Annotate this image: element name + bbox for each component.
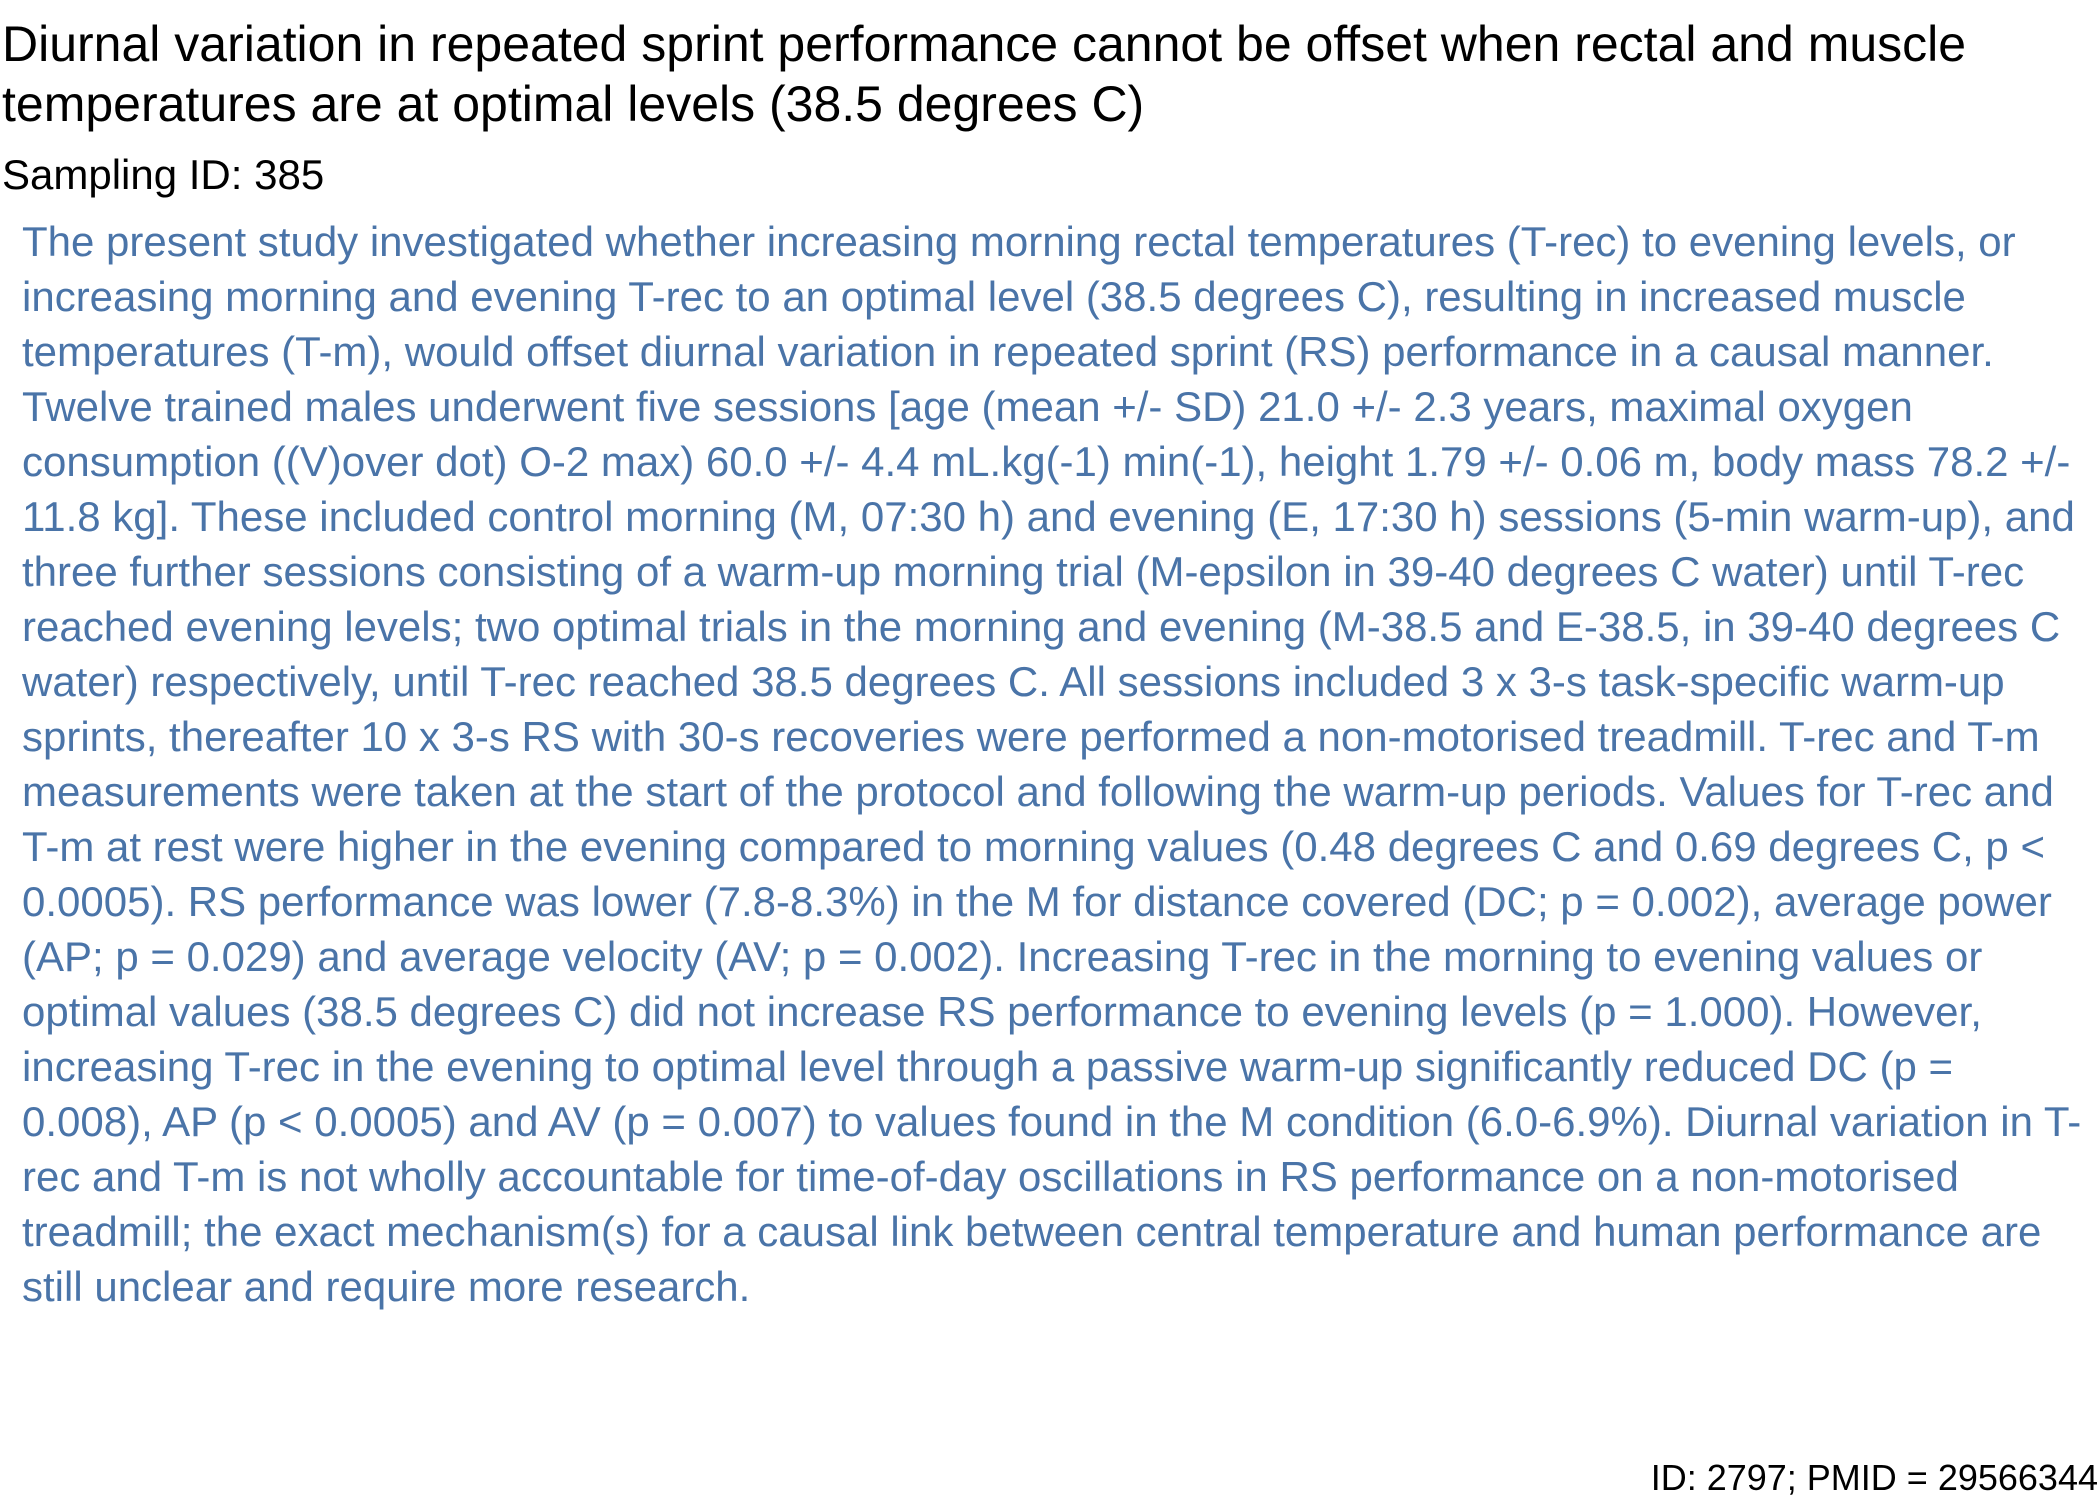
sampling-id-label: Sampling ID: 385 <box>2 151 325 198</box>
record-id-footer: ID: 2797; PMID = 29566344 <box>1650 1457 2098 1498</box>
document-title: Diurnal variation in repeated sprint per… <box>2 16 1967 132</box>
abstract-text: The present study investigated whether i… <box>22 218 2082 1310</box>
